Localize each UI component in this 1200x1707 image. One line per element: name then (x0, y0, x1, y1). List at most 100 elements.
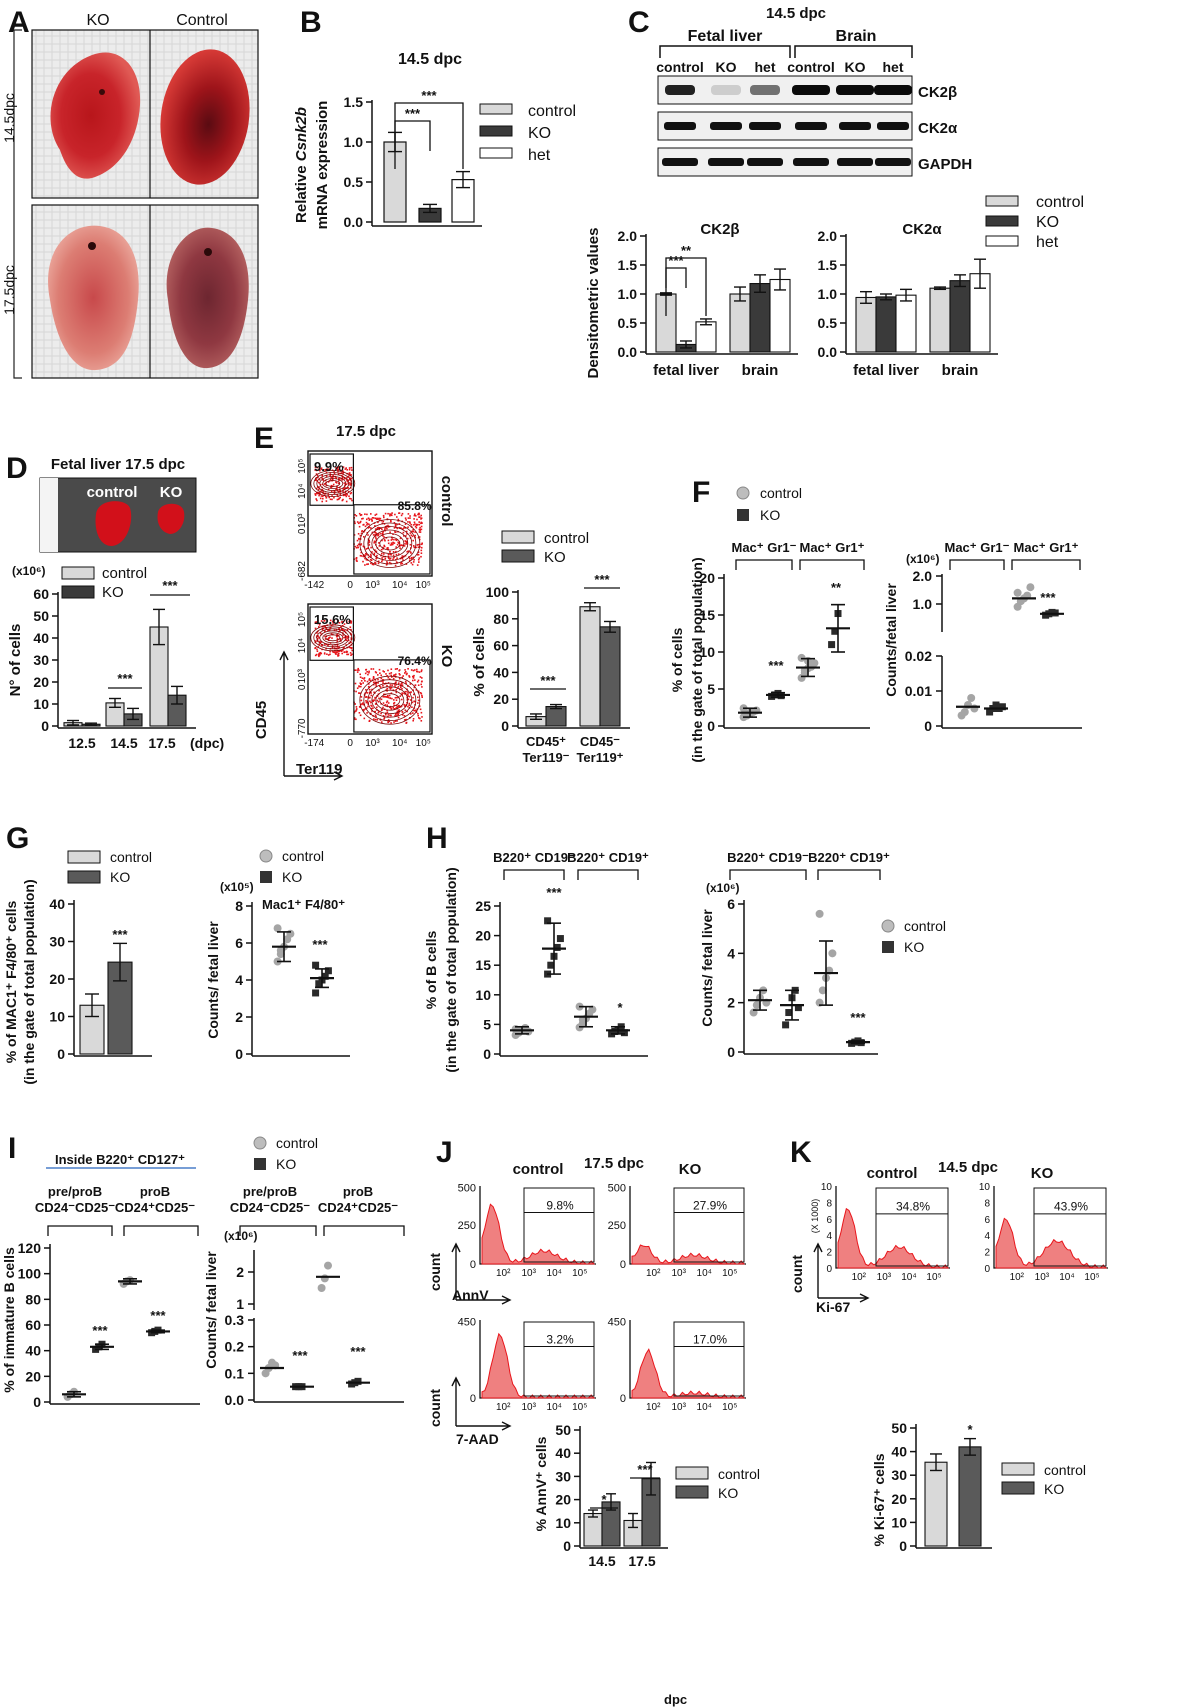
e-ctrl-event (401, 544, 403, 547)
e-ctrl-event (396, 543, 399, 546)
e-ko-event (336, 634, 338, 636)
e-ko-event (360, 685, 362, 688)
e-ctrl-event (318, 468, 320, 471)
h1-sig-label: * (617, 1000, 623, 1015)
k-bar (924, 1461, 948, 1547)
d-xlabel: 14.5 (110, 735, 137, 751)
j1-xtick-label: 10⁵ (572, 1268, 587, 1279)
e-ko-event (401, 688, 403, 690)
e-ctrl-event (321, 477, 323, 480)
e-ctrl-event (391, 512, 393, 514)
e-ko-event (376, 719, 379, 721)
e-ctrl-event (346, 476, 348, 479)
e-ko-event (374, 714, 377, 717)
k1-xtick-label: 10⁴ (901, 1272, 916, 1283)
e-ctrl-event (418, 531, 421, 533)
k-ytick-label: 4 (826, 1231, 832, 1242)
e-ctrl-event (327, 481, 330, 483)
e-ko-event (421, 677, 423, 679)
e-ctrl-xtick-label: 10⁵ (416, 580, 431, 591)
e-ctrl-event (410, 534, 413, 536)
e-ko-event (408, 702, 411, 705)
i2-group-label: proB (343, 1184, 373, 1199)
e-ctrl-event (409, 532, 412, 534)
f2-ytick-label: 1.0 (913, 596, 933, 612)
e-ko-event (374, 681, 377, 684)
e-ctrl-event (407, 526, 409, 528)
e-ctrl-event (375, 518, 378, 520)
e-ctrl-event (325, 496, 328, 499)
e-ctrl-event (409, 515, 411, 517)
e-ko-event (387, 721, 390, 724)
e-ctrl-event (315, 473, 318, 475)
e-ko-event (410, 669, 413, 671)
j4-ytick-label: 0 (620, 1393, 626, 1405)
e-ctrl-event (415, 523, 418, 526)
e-ko-event (368, 678, 371, 680)
e-ctrl-event (329, 498, 332, 501)
e-ko-event (393, 699, 395, 701)
e-ko-event (386, 696, 388, 698)
d-sig-label: *** (162, 578, 178, 593)
i2-point (320, 1274, 329, 1283)
e-ctrl-event (374, 536, 377, 538)
legend-e-ko: KO (544, 549, 566, 566)
e-ctrl-event (414, 513, 416, 515)
e-ctrl-event (416, 518, 418, 521)
e-ko-event (325, 627, 327, 629)
e-ctrl-event (400, 514, 403, 517)
e-ko-event (402, 675, 404, 677)
e-ko-event (368, 683, 370, 685)
e-ko-event (378, 668, 381, 671)
e-ko-event (336, 635, 338, 638)
k-histograms: 34.8% 10² 10³ 10⁴ 10⁵ 43.9% 10² 10³ 10⁴ 10⁵ 10 8 6 4 2… (810, 1182, 1108, 1303)
legend-e: control KO (501, 530, 589, 566)
j3-xtick-label: 10⁴ (547, 1402, 562, 1413)
chart-c-ck2b: 0.0 0.5 1.0 1.5 2.0 fetal liver brain ***** (618, 228, 798, 379)
e-ctrl-event (342, 470, 344, 472)
e-ko-event (396, 712, 398, 714)
e-ko-event (383, 717, 385, 720)
e-ko-tag: KO (438, 645, 455, 668)
e-ko-contour (313, 626, 353, 650)
e-ctrl-event (359, 521, 361, 524)
e-ctrl-event (365, 558, 368, 561)
e-ko-event (365, 668, 368, 671)
f-ylabel1: % of cells (669, 628, 685, 693)
e-ko-event (364, 672, 367, 675)
i1-sig-label: *** (92, 1323, 108, 1338)
e-ctrl-event (336, 468, 339, 471)
e-ctrl-event (353, 534, 356, 536)
e-ko-event (316, 640, 318, 642)
i1-ytick-label: 40 (25, 1343, 41, 1359)
e-ko-event (408, 675, 410, 677)
e-ko-event (403, 703, 405, 706)
i1-group-bracket (123, 1225, 199, 1236)
e-ctrl-event (415, 524, 418, 527)
e-ctrl-event (319, 483, 322, 486)
e-ko-event (410, 691, 412, 693)
c-band-gapdh (708, 158, 744, 166)
e-ko-event (330, 624, 333, 627)
e-ctrl-event (344, 487, 346, 490)
e-ko-event (385, 713, 387, 716)
h2-ytick-label: 0 (727, 1044, 735, 1060)
e-ko-event (390, 686, 392, 689)
e-ko-event (403, 719, 406, 721)
e-ctrl-event (347, 479, 350, 481)
e-ko-event (387, 714, 390, 716)
h1-ytick-label: 20 (475, 928, 491, 944)
e-ctrl-event (368, 519, 371, 521)
e-ctrl-event (346, 479, 348, 481)
e-ctrl-event (377, 534, 380, 537)
e-ko-event (396, 668, 398, 670)
e-ko-event (372, 676, 375, 678)
f2-group-label: Mac⁺ Gr1⁺ (1013, 540, 1078, 555)
e-ctrl-event (389, 557, 392, 560)
k-ytick-label: 0 (984, 1264, 990, 1275)
e-ko-event (319, 651, 322, 654)
e-sig-label: *** (540, 673, 556, 688)
j1-xtick-label: 10⁴ (547, 1268, 562, 1279)
e-ctrl-event (344, 486, 346, 489)
